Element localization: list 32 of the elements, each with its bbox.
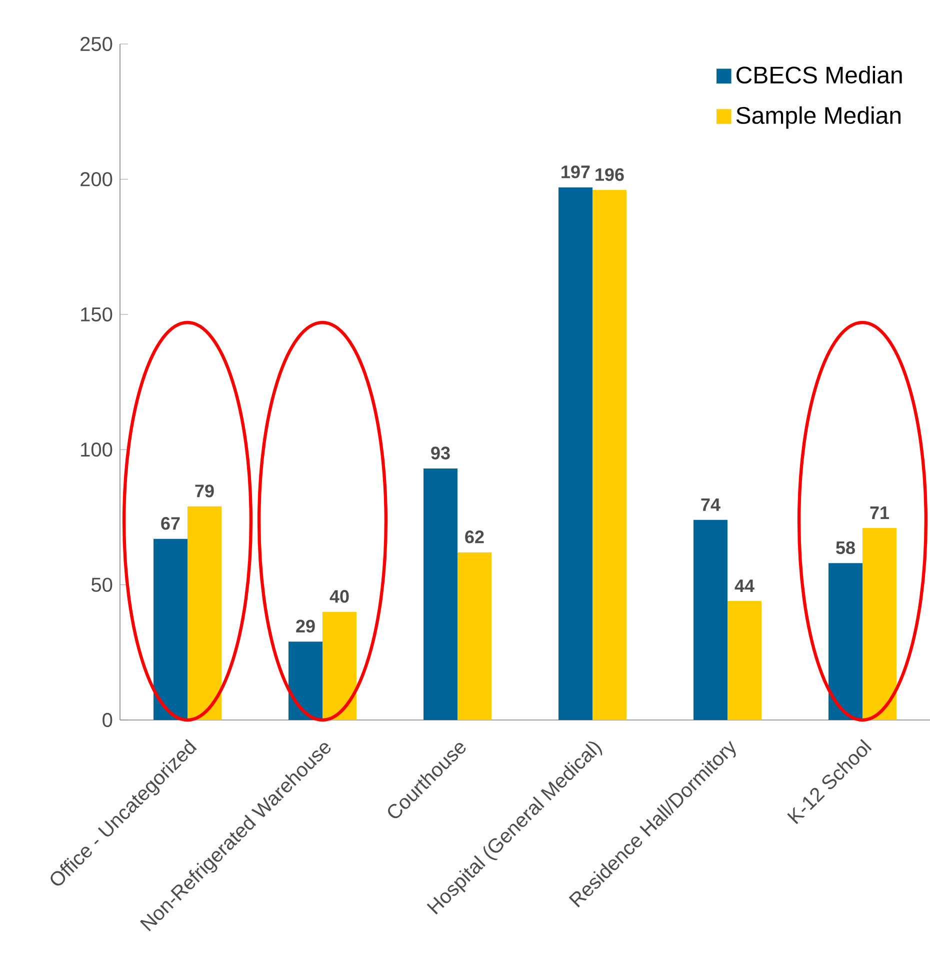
legend-label: CBECS Median (736, 66, 902, 84)
data-label: 79 (195, 484, 214, 498)
data-label: 29 (296, 620, 315, 633)
y-tick-label: 50 (92, 578, 112, 592)
data-label: 62 (465, 530, 484, 544)
data-label: 58 (836, 541, 855, 554)
bar (423, 468, 458, 720)
bar (828, 563, 862, 720)
y-tick-label: 250 (80, 36, 112, 52)
bar (558, 187, 592, 720)
data-label: 74 (701, 498, 720, 511)
bar (693, 520, 728, 720)
bar (457, 552, 492, 720)
legend-label: Sample Median (736, 106, 900, 129)
data-label: 71 (870, 506, 889, 519)
bar (727, 601, 762, 720)
data-label: 93 (431, 446, 450, 460)
data-label: 196 (596, 168, 624, 181)
y-tick-label: 200 (80, 172, 112, 186)
bar (322, 612, 356, 720)
bar (154, 538, 188, 720)
bar (187, 506, 222, 720)
data-label: 44 (734, 580, 754, 592)
y-tick-label: 0 (102, 712, 112, 728)
data-label: 40 (330, 590, 349, 603)
bar (288, 642, 322, 720)
bar (592, 190, 626, 720)
data-label: 67 (161, 517, 180, 530)
bar (862, 528, 896, 720)
y-tick-label: 150 (81, 307, 112, 322)
data-label: 197 (562, 165, 590, 178)
y-tick-label: 100 (81, 442, 112, 457)
